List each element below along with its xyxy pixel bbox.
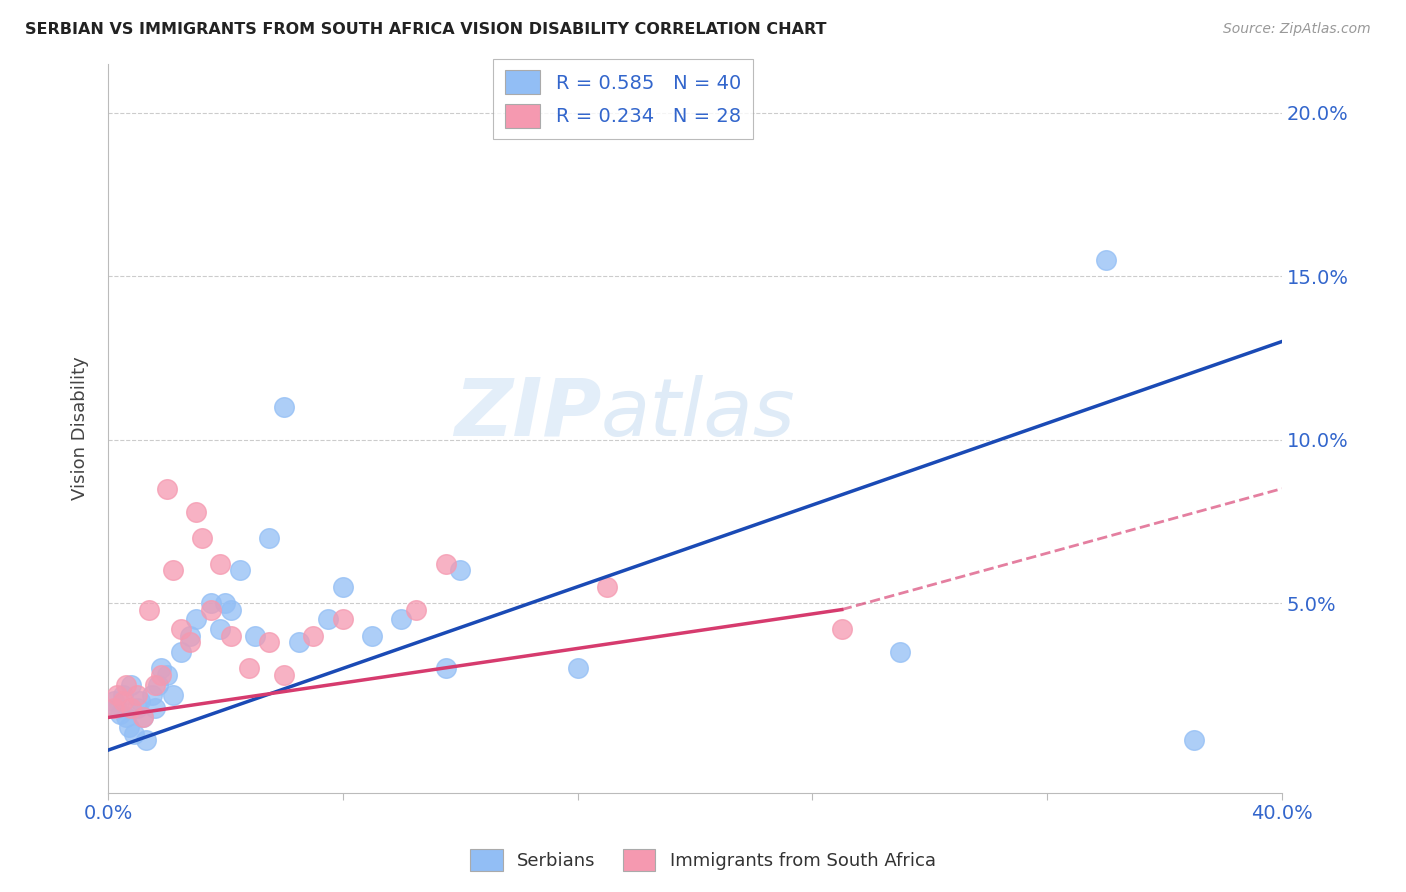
- Point: [184, 504, 207, 518]
- Point: [114, 678, 136, 692]
- Point: [1095, 252, 1118, 267]
- Point: [162, 688, 184, 702]
- Point: [273, 668, 295, 682]
- Point: [405, 602, 427, 616]
- Point: [103, 694, 125, 708]
- Point: [567, 661, 589, 675]
- Text: Source: ZipAtlas.com: Source: ZipAtlas.com: [1223, 22, 1371, 37]
- Point: [127, 700, 149, 714]
- Point: [108, 707, 131, 722]
- Point: [889, 645, 911, 659]
- Point: [129, 694, 152, 708]
- Point: [273, 400, 295, 414]
- Point: [831, 622, 853, 636]
- Point: [132, 710, 155, 724]
- Point: [302, 629, 325, 643]
- Point: [214, 596, 236, 610]
- Point: [449, 563, 471, 577]
- Point: [332, 612, 354, 626]
- Point: [124, 727, 146, 741]
- Point: [135, 733, 157, 747]
- Point: [146, 678, 169, 692]
- Point: [114, 710, 136, 724]
- Point: [179, 635, 201, 649]
- Point: [111, 688, 134, 702]
- Y-axis label: Vision Disability: Vision Disability: [72, 356, 89, 500]
- Point: [117, 720, 139, 734]
- Point: [208, 622, 231, 636]
- Point: [143, 700, 166, 714]
- Text: SERBIAN VS IMMIGRANTS FROM SOUTH AFRICA VISION DISABILITY CORRELATION CHART: SERBIAN VS IMMIGRANTS FROM SOUTH AFRICA …: [25, 22, 827, 37]
- Point: [141, 688, 163, 702]
- Point: [200, 596, 222, 610]
- Point: [149, 668, 172, 682]
- Point: [596, 580, 619, 594]
- Point: [1182, 733, 1205, 747]
- Point: [332, 580, 354, 594]
- Point: [149, 661, 172, 675]
- Point: [243, 629, 266, 643]
- Point: [238, 661, 260, 675]
- Point: [361, 629, 384, 643]
- Point: [287, 635, 309, 649]
- Point: [434, 661, 457, 675]
- Point: [219, 629, 242, 643]
- Point: [162, 563, 184, 577]
- Point: [229, 563, 252, 577]
- Legend: Serbians, Immigrants from South Africa: Serbians, Immigrants from South Africa: [463, 842, 943, 879]
- Point: [179, 629, 201, 643]
- Point: [434, 557, 457, 571]
- Point: [121, 678, 143, 692]
- Point: [105, 688, 128, 702]
- Legend: R = 0.585   N = 40, R = 0.234   N = 28: R = 0.585 N = 40, R = 0.234 N = 28: [494, 59, 752, 139]
- Point: [103, 700, 125, 714]
- Point: [191, 531, 214, 545]
- Text: ZIP: ZIP: [454, 375, 600, 452]
- Point: [170, 622, 193, 636]
- Point: [127, 688, 149, 702]
- Point: [138, 602, 160, 616]
- Point: [391, 612, 413, 626]
- Point: [105, 700, 128, 714]
- Point: [121, 700, 143, 714]
- Point: [316, 612, 339, 626]
- Point: [208, 557, 231, 571]
- Point: [143, 678, 166, 692]
- Point: [132, 710, 155, 724]
- Point: [184, 612, 207, 626]
- Point: [259, 531, 281, 545]
- Point: [156, 482, 179, 496]
- Point: [170, 645, 193, 659]
- Point: [219, 602, 242, 616]
- Point: [111, 694, 134, 708]
- Point: [200, 602, 222, 616]
- Point: [156, 668, 179, 682]
- Point: [259, 635, 281, 649]
- Text: atlas: atlas: [600, 375, 796, 452]
